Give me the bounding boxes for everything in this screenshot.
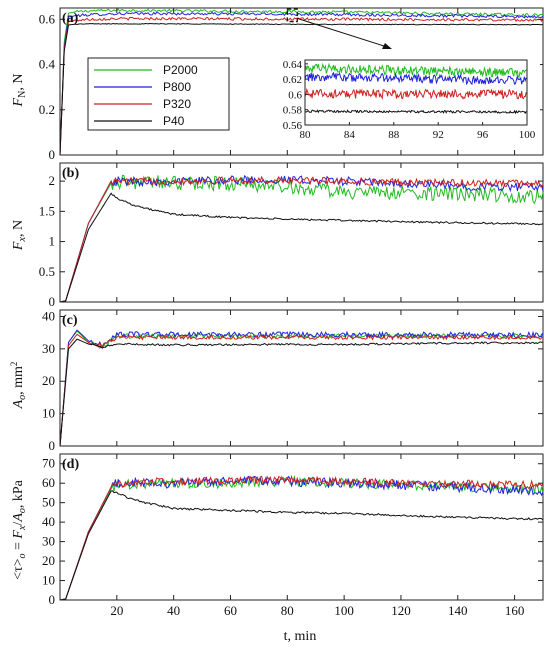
inset-frame — [304, 59, 528, 126]
inset-series-line-p800 — [304, 71, 528, 86]
inset-y-tick-label: 0.56 — [283, 120, 303, 132]
inset-y-tick-label: 0.64 — [283, 59, 303, 71]
y-tick-label: 20 — [42, 373, 55, 388]
series-line-p320 — [59, 333, 543, 447]
y-tick-label: 50 — [42, 495, 55, 510]
legend-box — [87, 57, 230, 131]
xlabel: t, min — [284, 629, 317, 644]
inset-x-tick-label: 88 — [388, 129, 400, 141]
x-tick-label: 60 — [224, 603, 237, 618]
inset-x-tick-label: 92 — [433, 129, 444, 141]
inset-x-tick-label: 80 — [300, 129, 312, 141]
inset-series-line-p320 — [304, 87, 528, 100]
y-tick-label: 40 — [42, 514, 55, 529]
series-line-p800 — [59, 475, 544, 601]
y-tick-label: 1 — [49, 234, 56, 249]
panel-a: 0 0.2 0.4 0.6 (a) 0.56 0.58 0.6 0.62 0.64 80 84 88 92… — [39, 7, 544, 162]
ylabel-a: FN, N — [11, 74, 28, 108]
inset-x-tick-label: 96 — [477, 129, 489, 141]
y-tick-label: 0 — [49, 147, 56, 162]
y-tick-label: 70 — [42, 456, 55, 471]
zoom-region-box — [286, 8, 298, 23]
y-tick-label: 0 — [49, 294, 56, 309]
zoom-arrow — [297, 17, 388, 48]
series-line-p40 — [59, 338, 544, 447]
panel-frame — [59, 453, 544, 601]
panel-label: (c) — [62, 313, 78, 328]
panel-b: 0 0.5 1 1.5 2 (b) — [39, 162, 544, 309]
y-tick-label: 0.4 — [39, 57, 56, 72]
series-line-p40 — [59, 22, 544, 156]
inset-y-tick-label: 0.6 — [288, 89, 302, 101]
y-tick-label: 20 — [42, 553, 55, 568]
panel-frame — [59, 7, 544, 156]
inset: 0.56 0.58 0.6 0.62 0.64 80 84 88 92 96 100 — [260, 8, 540, 147]
y-tick-label: 0.5 — [39, 264, 55, 279]
y-tick-label: 10 — [42, 406, 55, 421]
panel-d: 0 10 20 30 40 50 60 70 20 40 60 80 100 120 140 160 (d) — [42, 453, 544, 618]
series-line-p2000 — [59, 174, 544, 303]
legend-label: P2000 — [163, 63, 198, 77]
panel-c: 0 10 20 30 40 (c) — [42, 308, 544, 453]
x-tick-label: 80 — [281, 603, 294, 618]
inset-x-tick-label: 84 — [344, 129, 356, 141]
y-tick-label: 30 — [42, 341, 55, 356]
y-tick-label: 0 — [49, 438, 56, 453]
inset-x-tick-label: 100 — [519, 129, 536, 141]
zoom-arrow-head — [382, 43, 392, 49]
legend-label: P320 — [163, 97, 191, 111]
series-line-p40 — [59, 490, 544, 601]
x-tick-label: 100 — [334, 603, 354, 618]
inset-series-line-p40 — [304, 109, 528, 115]
series-line-p2000 — [59, 474, 544, 601]
panel-label: (b) — [62, 166, 79, 181]
x-tick-label: 40 — [167, 603, 180, 618]
panel-label: (d) — [62, 457, 79, 472]
series-line-p800 — [59, 11, 544, 156]
x-tick-label: 160 — [505, 603, 525, 618]
series-line-p2000 — [59, 330, 544, 447]
y-tick-label: 30 — [42, 534, 55, 549]
ylabel-c: Ao, mm2 — [9, 362, 28, 410]
series-line-p320 — [59, 474, 544, 601]
series-line-p2000 — [59, 8, 544, 156]
ylabel-d: <τ>o = Fx/Ao, kPa — [11, 479, 28, 580]
panel-label: (a) — [62, 11, 79, 26]
panel-frame — [59, 162, 544, 303]
legend-label: P40 — [163, 114, 185, 128]
series-line-p40 — [59, 192, 544, 303]
x-tick-label: 20 — [110, 603, 123, 618]
y-tick-label: 0 — [49, 592, 56, 607]
inset-series-line-p2000 — [304, 62, 528, 79]
y-tick-label: 2 — [49, 173, 56, 188]
y-tick-label: 60 — [42, 475, 55, 490]
ylabel-b: Fx, N — [11, 220, 28, 251]
inset-y-tick-label: 0.58 — [283, 105, 303, 117]
y-tick-label: 40 — [42, 308, 55, 323]
series-line-p320 — [59, 175, 544, 303]
y-tick-label: 0.6 — [39, 11, 56, 26]
y-tick-label: 1.5 — [39, 203, 55, 218]
panels-root: 0 0.2 0.4 0.6 (a) 0.56 0.58 0.6 0.62 0.64 80 84 88 92… — [39, 7, 544, 618]
series-line-p800 — [59, 174, 544, 303]
inset-y-tick-label: 0.62 — [283, 74, 302, 86]
legend-label: P800 — [163, 80, 191, 94]
x-tick-label: 120 — [391, 603, 411, 618]
legend: P2000 P800 P320 P40 — [87, 57, 230, 131]
series-line-p800 — [59, 329, 544, 447]
panel-frame — [59, 309, 544, 447]
series-line-p320 — [59, 16, 544, 156]
y-tick-label: 0.2 — [39, 102, 55, 117]
x-tick-label: 140 — [448, 603, 468, 618]
y-tick-label: 10 — [42, 573, 55, 588]
